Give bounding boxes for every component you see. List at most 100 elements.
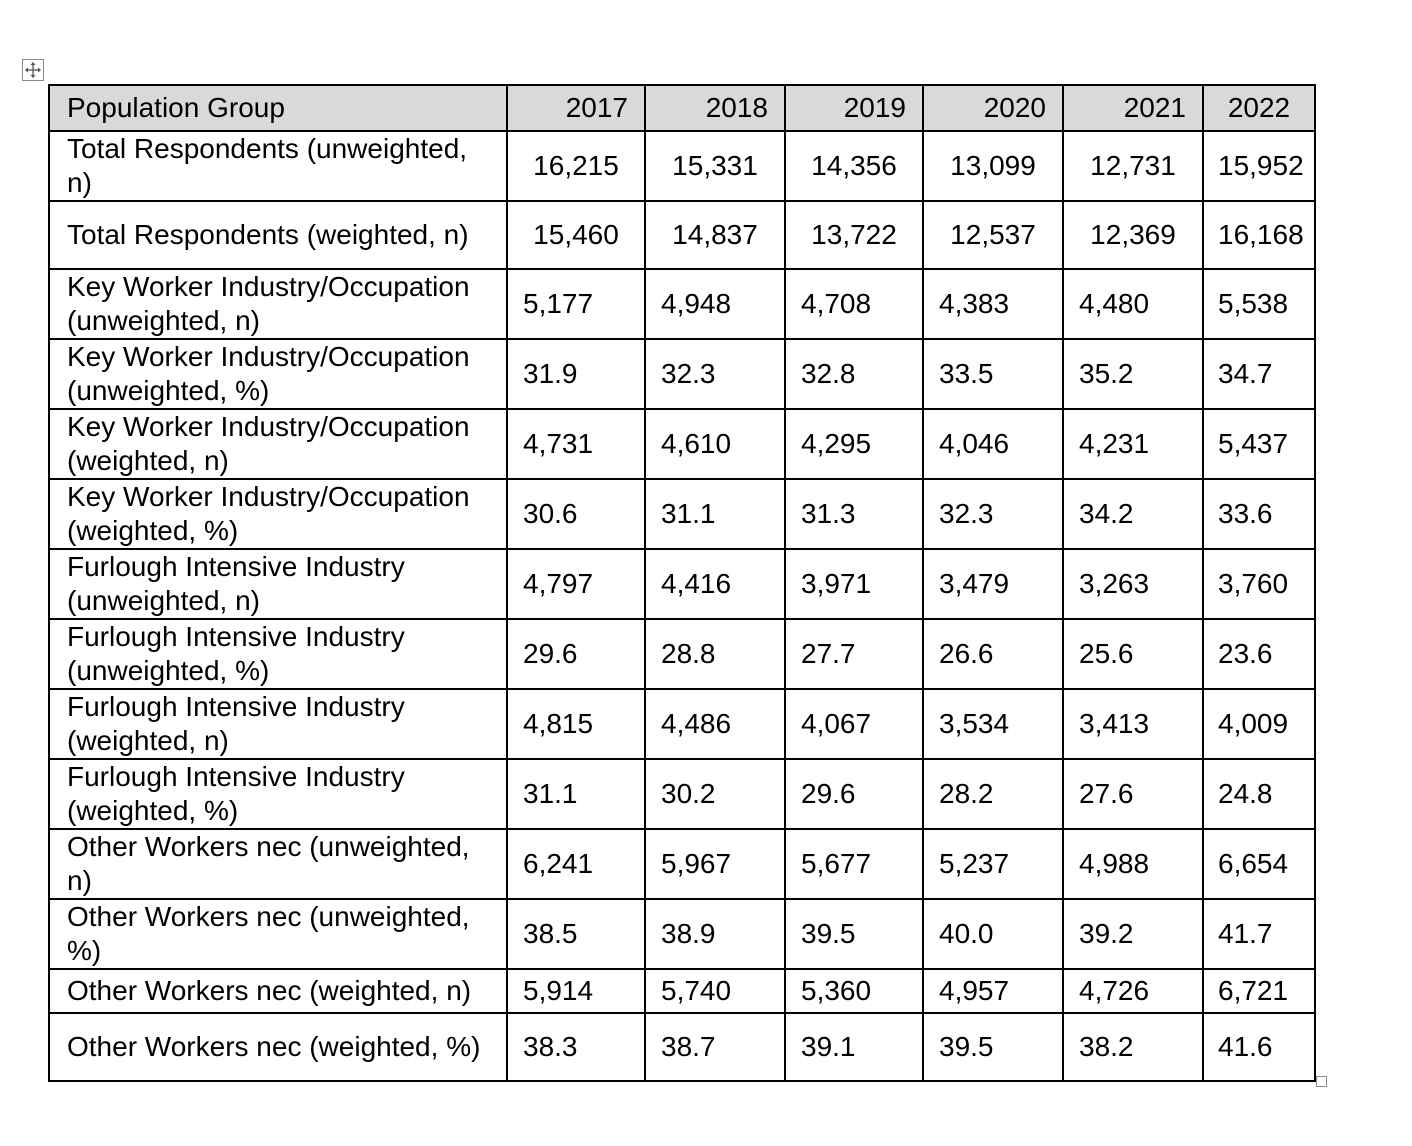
cell-value: 15,952 (1202, 130, 1316, 202)
cell-value: 27.7 (784, 618, 924, 690)
row-label: Key Worker Industry/Occupation (weighted… (48, 408, 508, 480)
cell-value: 33.5 (922, 338, 1064, 410)
cell-value: 6,654 (1202, 828, 1316, 900)
cell-value: 29.6 (506, 618, 646, 690)
cell-value: 28.2 (922, 758, 1064, 830)
cell-value: 38.2 (1062, 1012, 1204, 1082)
header-year: 2022 (1202, 84, 1316, 132)
header-year: 2021 (1062, 84, 1204, 132)
cell-value: 4,815 (506, 688, 646, 760)
population-table: Population Group 2017 2018 2019 2020 202… (48, 84, 1316, 1082)
table-row: Other Workers nec (weighted, %) 38.3 38.7 3… (48, 1012, 1316, 1082)
cell-value: 3,971 (784, 548, 924, 620)
cell-value: 30.2 (644, 758, 786, 830)
cell-value: 4,610 (644, 408, 786, 480)
cell-value: 25.6 (1062, 618, 1204, 690)
cell-value: 40.0 (922, 898, 1064, 970)
cell-value: 5,437 (1202, 408, 1316, 480)
cell-value: 4,957 (922, 968, 1064, 1014)
cell-value: 33.6 (1202, 478, 1316, 550)
cell-value: 34.7 (1202, 338, 1316, 410)
cell-value: 5,740 (644, 968, 786, 1014)
table-header-row: Population Group 2017 2018 2019 2020 202… (48, 84, 1316, 132)
cell-value: 12,537 (922, 200, 1064, 270)
table-row: Key Worker Industry/Occupation (weighted… (48, 408, 1316, 480)
header-year: 2018 (644, 84, 786, 132)
cell-value: 4,231 (1062, 408, 1204, 480)
cell-value: 4,708 (784, 268, 924, 340)
header-year: 2020 (922, 84, 1064, 132)
row-label: Other Workers nec (unweighted, %) (48, 898, 508, 970)
cell-value: 4,797 (506, 548, 646, 620)
table-row: Other Workers nec (unweighted, %) 38.5 38.… (48, 898, 1316, 970)
cell-value: 27.6 (1062, 758, 1204, 830)
cell-value: 13,099 (922, 130, 1064, 202)
row-label: Key Worker Industry/Occupation (unweight… (48, 338, 508, 410)
cell-value: 4,067 (784, 688, 924, 760)
cell-value: 39.2 (1062, 898, 1204, 970)
cell-value: 5,360 (784, 968, 924, 1014)
cell-value: 5,677 (784, 828, 924, 900)
cell-value: 15,460 (506, 200, 646, 270)
table-row: Other Workers nec (unweighted, n) 6,241 5,… (48, 828, 1316, 900)
row-label: Total Respondents (weighted, n) (48, 200, 508, 270)
table-row: Furlough Intensive Industry (unweighted,… (48, 548, 1316, 620)
cell-value: 38.7 (644, 1012, 786, 1082)
cell-value: 41.7 (1202, 898, 1316, 970)
cell-value: 31.3 (784, 478, 924, 550)
cell-value: 3,479 (922, 548, 1064, 620)
header-year: 2017 (506, 84, 646, 132)
table-move-handle-icon[interactable] (22, 59, 44, 81)
cell-value: 4,726 (1062, 968, 1204, 1014)
cell-value: 38.3 (506, 1012, 646, 1082)
table-resize-handle-icon[interactable] (1316, 1076, 1327, 1087)
row-label: Other Workers nec (weighted, %) (48, 1012, 508, 1082)
cell-value: 5,538 (1202, 268, 1316, 340)
cell-value: 32.3 (644, 338, 786, 410)
cell-value: 39.5 (784, 898, 924, 970)
row-label: Key Worker Industry/Occupation (unweight… (48, 268, 508, 340)
row-label: Key Worker Industry/Occupation (weighted… (48, 478, 508, 550)
cell-value: 4,383 (922, 268, 1064, 340)
cell-value: 4,948 (644, 268, 786, 340)
table-row: Furlough Intensive Industry (weighted, %… (48, 758, 1316, 830)
cell-value: 13,722 (784, 200, 924, 270)
cell-value: 5,237 (922, 828, 1064, 900)
cell-value: 16,215 (506, 130, 646, 202)
cell-value: 24.8 (1202, 758, 1316, 830)
cell-value: 32.3 (922, 478, 1064, 550)
table-row: Total Respondents (unweighted, n) 16,215 1… (48, 130, 1316, 202)
cell-value: 35.2 (1062, 338, 1204, 410)
cell-value: 39.5 (922, 1012, 1064, 1082)
row-label: Other Workers nec (unweighted, n) (48, 828, 508, 900)
cell-value: 3,534 (922, 688, 1064, 760)
table-row: Furlough Intensive Industry (weighted, n… (48, 688, 1316, 760)
cell-value: 31.1 (506, 758, 646, 830)
row-label: Furlough Intensive Industry (unweighted,… (48, 548, 508, 620)
cell-value: 23.6 (1202, 618, 1316, 690)
cell-value: 4,480 (1062, 268, 1204, 340)
cell-value: 4,731 (506, 408, 646, 480)
cell-value: 38.9 (644, 898, 786, 970)
cell-value: 4,046 (922, 408, 1064, 480)
cell-value: 12,731 (1062, 130, 1204, 202)
cell-value: 4,486 (644, 688, 786, 760)
cell-value: 30.6 (506, 478, 646, 550)
row-label: Furlough Intensive Industry (unweighted,… (48, 618, 508, 690)
cell-value: 28.8 (644, 618, 786, 690)
table-row: Key Worker Industry/Occupation (weighted… (48, 478, 1316, 550)
row-label: Furlough Intensive Industry (weighted, n… (48, 688, 508, 760)
cell-value: 39.1 (784, 1012, 924, 1082)
cell-value: 14,356 (784, 130, 924, 202)
cell-value: 4,295 (784, 408, 924, 480)
cell-value: 14,837 (644, 200, 786, 270)
cell-value: 31.9 (506, 338, 646, 410)
table-row: Other Workers nec (weighted, n) 5,914 5,74… (48, 968, 1316, 1014)
cell-value: 6,721 (1202, 968, 1316, 1014)
row-label: Total Respondents (unweighted, n) (48, 130, 508, 202)
table-row: Key Worker Industry/Occupation (unweight… (48, 268, 1316, 340)
cell-value: 34.2 (1062, 478, 1204, 550)
cell-value: 15,331 (644, 130, 786, 202)
cell-value: 38.5 (506, 898, 646, 970)
cell-value: 3,413 (1062, 688, 1204, 760)
